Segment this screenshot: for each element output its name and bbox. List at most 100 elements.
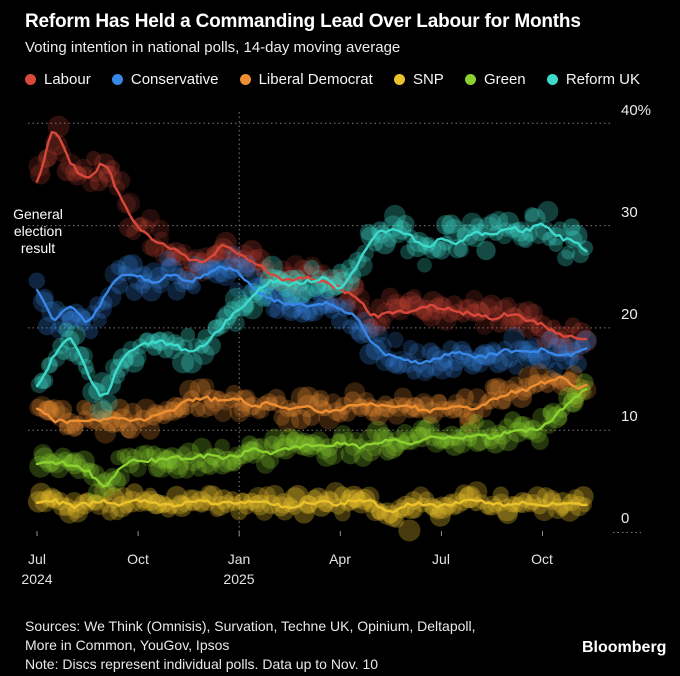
poll-disc (405, 434, 420, 450)
axis-tick (440, 531, 442, 536)
poll-disc (229, 282, 244, 297)
poll-disc (151, 275, 170, 294)
poll-disc (285, 431, 303, 449)
poll-disc (279, 428, 300, 448)
poll-disc (458, 407, 477, 426)
poll-disc (359, 343, 381, 365)
axis-tick (238, 531, 240, 536)
poll-disc (282, 286, 301, 305)
poll-disc (181, 352, 203, 374)
poll-disc (363, 318, 379, 334)
legend-label-green: Green (483, 71, 526, 88)
poll-disc (223, 301, 242, 319)
poll-disc (217, 393, 234, 411)
poll-disc (290, 434, 311, 455)
grid-group (28, 112, 641, 537)
poll-disc (489, 379, 506, 396)
poll-disc (302, 408, 321, 427)
poll-disc (389, 298, 412, 321)
poll-disc (287, 402, 302, 417)
poll-disc (548, 238, 563, 252)
poll-disc (92, 372, 113, 392)
poll-disc (489, 211, 509, 230)
poll-disc (117, 265, 133, 282)
poll-disc (209, 502, 225, 518)
poll-disc (377, 395, 394, 412)
poll-disc (573, 337, 591, 355)
poll-disc (441, 214, 461, 234)
poll-disc (548, 362, 564, 378)
y-axis-label-20: 20 (621, 306, 638, 323)
poll-disc (213, 403, 233, 423)
poll-disc (388, 512, 405, 528)
poll-disc (110, 505, 125, 521)
poll-disc (89, 172, 109, 192)
poll-disc (568, 392, 585, 409)
poll-disc (119, 192, 140, 214)
poll-disc (346, 277, 365, 296)
poll-disc (302, 256, 322, 276)
poll-disc (542, 405, 557, 420)
poll-disc (120, 422, 137, 439)
poll-disc (265, 302, 281, 318)
poll-disc (128, 267, 151, 290)
poll-disc (133, 216, 149, 232)
trend-line-green (35, 388, 588, 488)
poll-disc (64, 163, 84, 182)
poll-disc (225, 384, 243, 402)
poll-disc (105, 358, 123, 376)
poll-disc (251, 405, 266, 420)
poll-disc (421, 342, 440, 361)
poll-disc (334, 505, 351, 522)
poll-disc (285, 284, 300, 299)
legend-label-snp: SNP (412, 71, 444, 88)
poll-disc (105, 470, 126, 492)
poll-disc (127, 347, 147, 367)
legend-item-libdem: Liberal Democrat (239, 71, 373, 88)
poll-disc (503, 326, 525, 349)
legend-item-reform: Reform UK (546, 71, 640, 88)
poll-disc (417, 396, 434, 412)
poll-disc (189, 378, 211, 401)
poll-disc (378, 443, 397, 461)
poll-disc (75, 158, 93, 177)
poll-disc (319, 438, 338, 457)
poll-disc (565, 224, 588, 247)
poll-disc (50, 492, 70, 511)
poll-disc (540, 418, 557, 434)
poll-disc (406, 365, 422, 380)
poll-disc (447, 353, 466, 371)
poll-disc (116, 448, 131, 463)
poll-disc (185, 495, 201, 512)
poll-disc (308, 284, 324, 300)
poll-disc (553, 337, 574, 358)
poll-disc (207, 319, 226, 337)
poll-disc (38, 400, 60, 421)
poll-disc (324, 393, 342, 411)
poll-disc (382, 232, 397, 248)
poll-disc (217, 494, 236, 513)
poll-disc (159, 250, 176, 268)
poll-disc (577, 240, 594, 256)
poll-disc (148, 459, 167, 478)
sources-line-2: More in Common, YouGov, Ipsos (25, 637, 230, 653)
poll-disc (202, 389, 222, 408)
poll-disc (380, 436, 404, 459)
poll-disc (195, 397, 215, 418)
poll-disc (483, 213, 502, 231)
poll-disc (118, 353, 134, 368)
poll-disc (477, 216, 500, 238)
poll-disc (461, 212, 483, 234)
poll-disc (536, 487, 556, 507)
poll-disc (459, 412, 481, 434)
poll-disc (61, 310, 79, 328)
poll-disc (121, 254, 143, 276)
poll-disc (524, 207, 540, 223)
x-axis-label-jul24: Jul (28, 551, 46, 567)
poll-disc (398, 295, 413, 311)
legend-label-libdem: Liberal Democrat (258, 71, 373, 88)
poll-disc (411, 486, 431, 506)
poll-disc (226, 456, 242, 472)
poll-disc (385, 355, 403, 374)
